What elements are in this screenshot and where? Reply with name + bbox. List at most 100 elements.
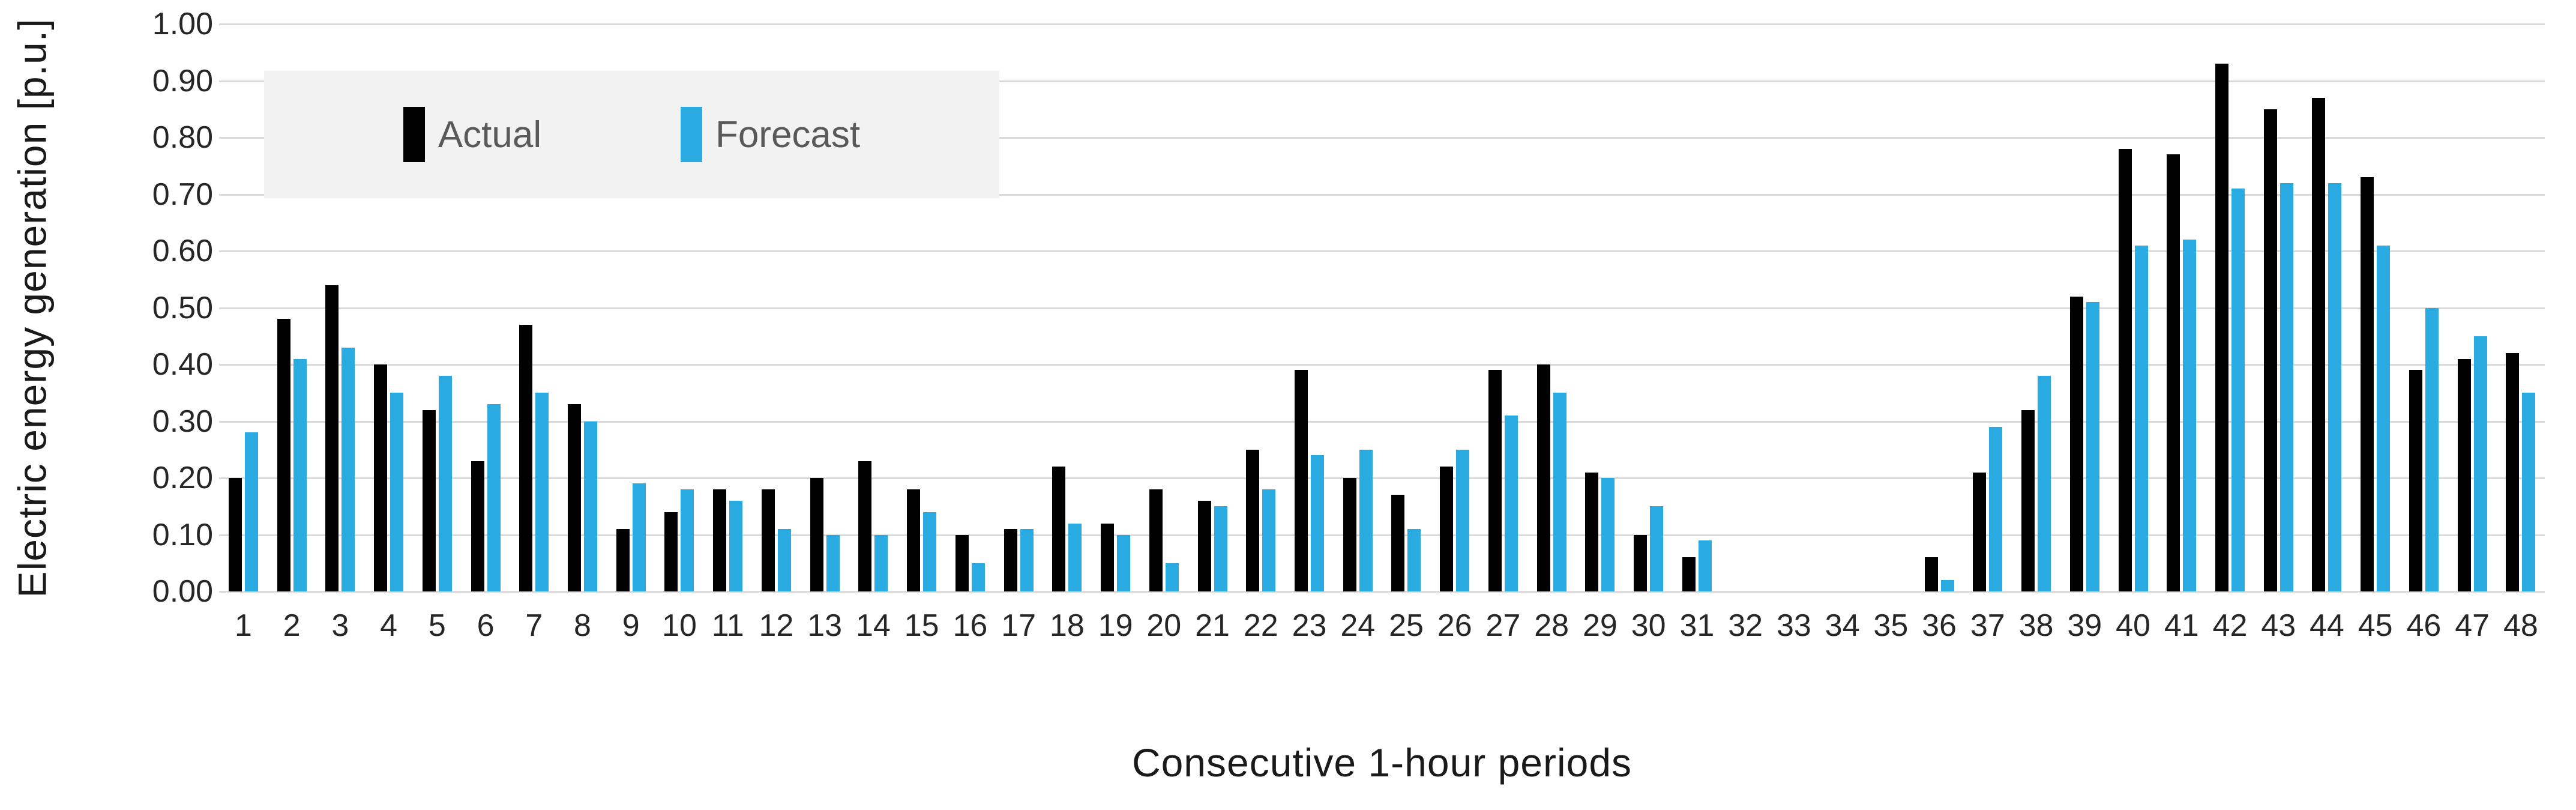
x-axis-tick-label: 42 [2212, 608, 2248, 643]
bar-actual-12 [761, 489, 775, 591]
bar-group [316, 24, 364, 591]
bar-forecast-16 [971, 563, 985, 591]
x-axis-tick-label: 14 [855, 608, 891, 643]
bar-forecast-39 [2086, 302, 2099, 591]
x-axis-tick-label: 20 [1146, 608, 1182, 643]
x-axis-tick-label: 8 [574, 608, 591, 643]
bar-actual-3 [325, 285, 339, 591]
y-axis-title-text: Electric energy generation [p.u.] [10, 18, 54, 597]
gridline [219, 193, 2545, 196]
bar-actual-31 [1682, 557, 1696, 591]
bar-group [1915, 24, 1964, 591]
bar-group [462, 24, 510, 591]
legend: Actual Forecast [264, 71, 999, 198]
bar-actual-13 [810, 478, 823, 591]
bar-group [1624, 24, 1673, 591]
legend-label-forecast: Forecast [715, 113, 861, 156]
bar-forecast-40 [2134, 245, 2148, 591]
y-axis-tick-label: 0.30 [152, 403, 213, 439]
bar-group [1188, 24, 1237, 591]
bar-forecast-26 [1456, 449, 1470, 591]
bar-actual-37 [1973, 472, 1987, 591]
bar-actual-26 [1440, 467, 1454, 591]
x-axis-tick-label: 36 [1922, 608, 1957, 643]
bar-forecast-47 [2473, 336, 2487, 591]
y-axis-tick-label: 0.10 [152, 517, 213, 552]
x-axis-tick-label: 10 [662, 608, 697, 643]
bar-forecast-19 [1117, 534, 1131, 591]
bar-group [1091, 24, 1140, 591]
y-axis-tick-label: 0.80 [152, 120, 213, 155]
bar-group [703, 24, 752, 591]
bar-group [1963, 24, 2012, 591]
bar-group [946, 24, 995, 591]
x-axis-tick-label: 48 [2503, 608, 2538, 643]
bar-actual-15 [907, 489, 921, 591]
x-axis-tick-label: 34 [1825, 608, 1860, 643]
bar-actual-24 [1343, 478, 1356, 591]
bar-forecast-12 [777, 529, 791, 591]
x-axis-tick-label: 25 [1389, 608, 1424, 643]
x-axis-tick-label: 38 [2018, 608, 2054, 643]
gridline [219, 591, 2545, 593]
bar-group [655, 24, 704, 591]
legend-swatch-actual [403, 107, 425, 162]
bar-group [1140, 24, 1188, 591]
x-axis-tick-label: 17 [1001, 608, 1037, 643]
y-axis-tick-label: 0.60 [152, 234, 213, 268]
x-axis-tick-label: 2 [283, 608, 301, 643]
bar-forecast-25 [1407, 529, 1421, 591]
bar-forecast-14 [874, 534, 888, 591]
gridline [219, 137, 2545, 139]
y-axis-tick-label: 0.90 [152, 63, 213, 98]
legend-swatch-forecast [680, 107, 702, 162]
bar-forecast-18 [1068, 523, 1082, 591]
x-axis-tick-label: 33 [1776, 608, 1811, 643]
bar-group [752, 24, 801, 591]
bar-group [1479, 24, 1527, 591]
bar-forecast-28 [1553, 393, 1566, 591]
bar-forecast-15 [923, 512, 937, 591]
bar-group [2351, 24, 2400, 591]
y-axis-tick-label: 0.70 [152, 177, 213, 212]
bar-group [2109, 24, 2158, 591]
gridline [219, 364, 2545, 366]
bar-actual-40 [2118, 148, 2132, 591]
bar-actual-42 [2215, 64, 2228, 591]
bar-group [2254, 24, 2303, 591]
x-axis-tick-label: 29 [1583, 608, 1618, 643]
bar-forecast-27 [1504, 416, 1518, 591]
y-axis-title: Electric energy generation [p.u.] [5, 18, 59, 597]
bar-actual-9 [616, 529, 630, 591]
bar-group [897, 24, 946, 591]
bar-forecast-44 [2328, 183, 2342, 591]
legend-item-actual: Actual [403, 107, 541, 162]
x-axis-tick-label: 1 [234, 608, 252, 643]
x-axis-tick-label: 24 [1340, 608, 1376, 643]
bar-forecast-17 [1020, 529, 1034, 591]
bar-forecast-7 [535, 393, 549, 591]
bar-forecast-3 [342, 347, 355, 591]
x-axis-title: Consecutive 1-hour periods [1131, 740, 1633, 785]
y-axis-tick-labels: 0.00 0.10 0.20 0.30 0.40 0.50 0.60 0.70 0.80 0.90… [72, 7, 213, 609]
gridline [219, 307, 2545, 309]
gridline [219, 23, 2545, 25]
bar-forecast-1 [244, 432, 258, 591]
bar-forecast-10 [681, 489, 694, 591]
bar-forecast-4 [390, 393, 404, 591]
x-axis-tick-label: 35 [1873, 608, 1909, 643]
bar-group [2157, 24, 2206, 591]
bar-group [1867, 24, 1915, 591]
bar-group [1236, 24, 1285, 591]
bar-group [364, 24, 413, 591]
bar-actual-47 [2457, 358, 2471, 591]
plot-area [219, 23, 2545, 593]
x-axis-tick-label: 19 [1098, 608, 1133, 643]
x-axis-tick-label: 39 [2067, 608, 2102, 643]
legend-label-actual: Actual [438, 113, 542, 156]
bar-forecast-43 [2280, 183, 2293, 591]
bar-group [1527, 24, 1576, 591]
x-axis-tick-label: 18 [1049, 608, 1085, 643]
bar-forecast-8 [584, 421, 597, 591]
bar-group [995, 24, 1043, 591]
